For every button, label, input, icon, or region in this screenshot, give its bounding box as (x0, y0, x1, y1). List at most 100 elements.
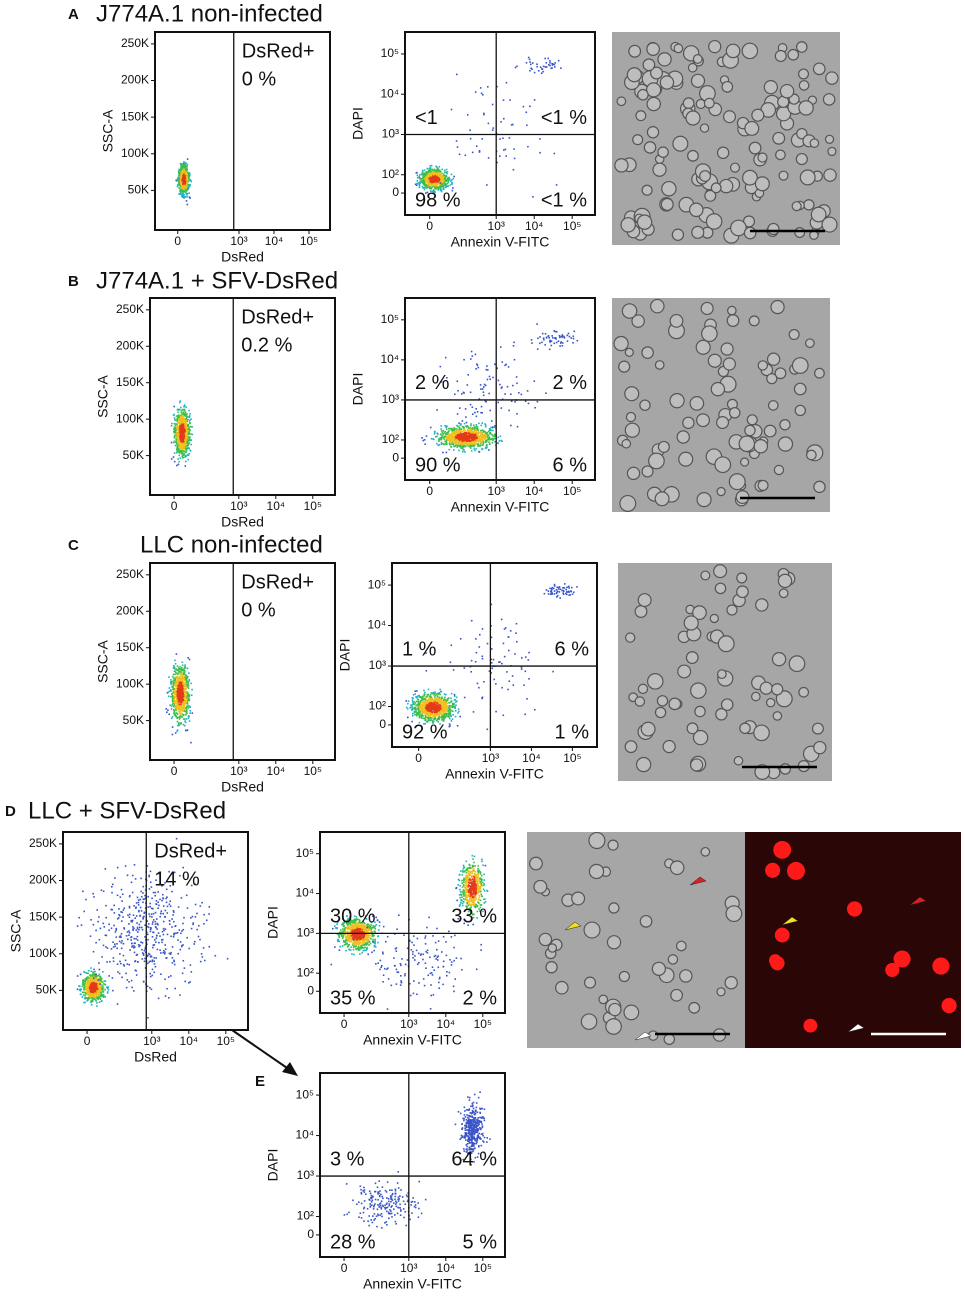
event-dot (177, 669, 179, 671)
y-tick-label: 10⁵ (381, 312, 399, 326)
cell (658, 147, 668, 157)
cell (775, 51, 786, 62)
event-dot (186, 166, 188, 168)
event-dot (466, 422, 468, 424)
cell (726, 44, 739, 57)
event-dot (468, 435, 470, 437)
y-tick-label: 50K (123, 448, 144, 462)
event-dot (178, 415, 180, 417)
event-dot (491, 420, 493, 422)
event-dot (480, 388, 482, 390)
x-tick-label: 10⁴ (525, 219, 544, 233)
event-dot (463, 426, 465, 428)
event-dot (556, 184, 558, 186)
event-dot (169, 687, 171, 689)
event-dot (176, 676, 178, 678)
x-tick-label: 10³ (230, 234, 247, 248)
event-dot (485, 437, 487, 439)
event-dot (190, 710, 192, 712)
event-dot (189, 705, 191, 707)
y-axis-label: SSC-A (95, 639, 111, 682)
event-dot (185, 700, 187, 702)
event-dot (470, 428, 472, 430)
event-dot (189, 694, 191, 696)
event-dot (178, 184, 180, 186)
event-dot (421, 437, 423, 439)
event-dot (451, 179, 453, 181)
panel-title: J774A.1 + SFV-DsRed (96, 267, 338, 294)
event-dot (549, 349, 551, 351)
event-dot (435, 166, 437, 168)
event-dot (485, 426, 487, 428)
event-dot (428, 170, 430, 172)
event-dot (459, 154, 461, 156)
event-dot (173, 442, 175, 444)
event-dot (186, 455, 188, 457)
event-dot (467, 374, 469, 376)
cell (637, 215, 651, 229)
event-dot (172, 704, 174, 706)
x-tick-label: 10⁵ (563, 484, 581, 498)
cell (724, 111, 736, 123)
event-dot (180, 176, 182, 178)
event-dot (183, 683, 185, 685)
gate-percent: 0.2 % (241, 334, 292, 356)
event-dot (463, 437, 465, 439)
event-dot (441, 430, 443, 432)
event-dot (182, 175, 184, 177)
event-dot (487, 86, 489, 88)
event-dot (440, 171, 442, 173)
event-dot (184, 702, 186, 704)
event-dot (419, 187, 421, 189)
event-dot (187, 424, 189, 426)
event-dot (492, 129, 494, 131)
event-dot (172, 687, 174, 689)
event-dot (419, 177, 421, 179)
event-dot (499, 138, 501, 140)
event-dot (454, 429, 456, 431)
event-dot (489, 443, 491, 445)
event-dot (422, 176, 424, 178)
event-dot (438, 440, 440, 442)
event-dot (180, 677, 182, 679)
event-dot (497, 402, 499, 404)
event-dot (570, 337, 572, 339)
event-dot (461, 428, 463, 430)
event-dot (479, 440, 481, 442)
event-dot (544, 344, 546, 346)
event-dot (187, 657, 189, 659)
event-dot (529, 59, 531, 61)
cell (673, 136, 688, 151)
event-dot (450, 184, 452, 186)
cell (826, 72, 838, 84)
cell (674, 44, 683, 53)
event-dot (551, 67, 553, 69)
event-dot (451, 174, 453, 176)
cell (730, 408, 740, 418)
event-dot (482, 94, 484, 96)
event-dot (431, 182, 433, 184)
event-dot (489, 430, 491, 432)
event-dot (187, 172, 189, 174)
event-dot (181, 410, 183, 412)
event-dot (450, 436, 452, 438)
event-dot (184, 689, 186, 691)
y-tick-label: 150K (121, 109, 149, 123)
event-dot (173, 677, 175, 679)
event-dot (456, 436, 458, 438)
event-dot (490, 427, 492, 429)
cell (789, 330, 799, 340)
event-dot (187, 158, 189, 160)
event-dot (438, 178, 440, 180)
event-dot (426, 173, 428, 175)
quadrant-percent: 6 % (553, 454, 588, 476)
event-dot (504, 393, 506, 395)
cell (655, 492, 669, 506)
event-dot (486, 184, 488, 186)
event-dot (482, 434, 484, 436)
cell (720, 179, 733, 192)
event-dot (184, 664, 186, 666)
event-dot (181, 412, 183, 414)
event-dot (460, 424, 462, 426)
cell (625, 423, 639, 437)
